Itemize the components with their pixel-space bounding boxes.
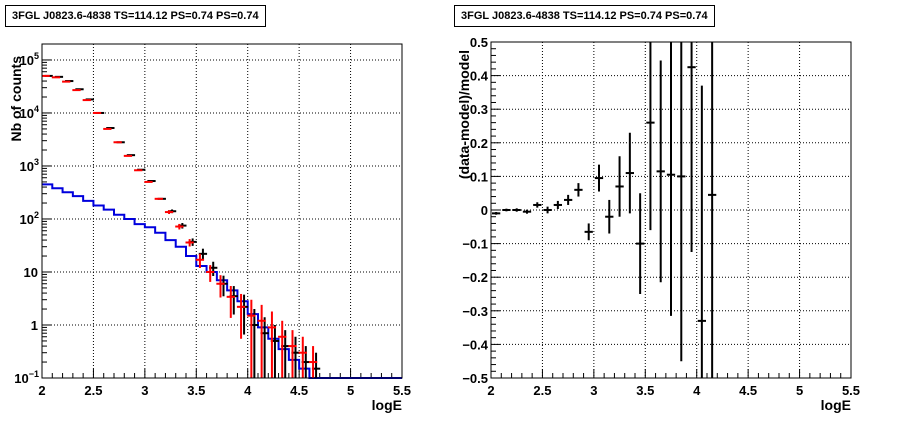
- model-step-line: [42, 183, 402, 379]
- left-x-tick-label: 5.5: [393, 383, 411, 398]
- right-y-tick-label: 0: [481, 203, 488, 218]
- left-y-tick-label: 103: [20, 157, 39, 174]
- left-x-tick-label: 2.5: [84, 383, 102, 398]
- left-plot-frame: [41, 43, 403, 379]
- left-y-tick-label: 105: [20, 51, 39, 68]
- right-y-tick-label: 0.2: [470, 136, 488, 151]
- left-x-axis-label: logE: [372, 397, 402, 413]
- right-y-tick-label: −0.3: [462, 304, 488, 319]
- right-y-tick-label: −0.4: [462, 337, 488, 352]
- left-x-tick-label: 4: [244, 383, 252, 398]
- right-plot-title: 3FGL J0823.6-4838 TS=114.12 PS=0.74 PS=0…: [454, 5, 715, 27]
- right-y-tick-label: −0.2: [462, 270, 488, 285]
- left-x-tick-label: 2: [38, 383, 45, 398]
- left-x-tick-label: 4.5: [290, 383, 308, 398]
- right-x-tick-label: 2.5: [533, 383, 551, 398]
- left-y-tick-label: 10−1: [14, 369, 39, 386]
- left-plot-title: 3FGL J0823.6-4838 TS=114.12 PS=0.74 PS=0…: [5, 5, 266, 27]
- right-x-tick-label: 2: [487, 383, 494, 398]
- right-x-axis-label: logE: [821, 397, 851, 413]
- right-y-tick-label: −0.5: [462, 371, 488, 386]
- left-y-axis-label: Nb of counts: [8, 56, 24, 142]
- right-y-tick-label: −0.1: [462, 237, 488, 252]
- right-y-tick-label: 0.1: [470, 169, 488, 184]
- left-x-tick-label: 3.5: [187, 383, 205, 398]
- right-y-tick-label: 0.5: [470, 35, 488, 50]
- right-y-tick-label: 0.4: [470, 69, 489, 84]
- right-y-tick-label: 0.3: [470, 102, 488, 117]
- right-x-tick-label: 5.5: [842, 383, 860, 398]
- left-x-tick-label: 5: [347, 383, 354, 398]
- right-x-tick-label: 5: [796, 383, 803, 398]
- right-x-tick-label: 4: [693, 383, 701, 398]
- right-x-tick-label: 3.5: [636, 383, 654, 398]
- left-y-tick-label: 10: [24, 265, 38, 280]
- right-x-tick-label: 4.5: [739, 383, 757, 398]
- right-x-tick-label: 3: [590, 383, 597, 398]
- right-plot-frame: [490, 41, 852, 379]
- left-plot-area: [42, 44, 402, 378]
- left-y-tick-label: 104: [20, 104, 39, 121]
- left-y-tick-label: 1: [31, 318, 38, 333]
- right-y-axis-label: (data-model)/model: [456, 50, 472, 179]
- left-x-tick-label: 3: [141, 383, 148, 398]
- left-y-tick-label: 102: [20, 210, 39, 227]
